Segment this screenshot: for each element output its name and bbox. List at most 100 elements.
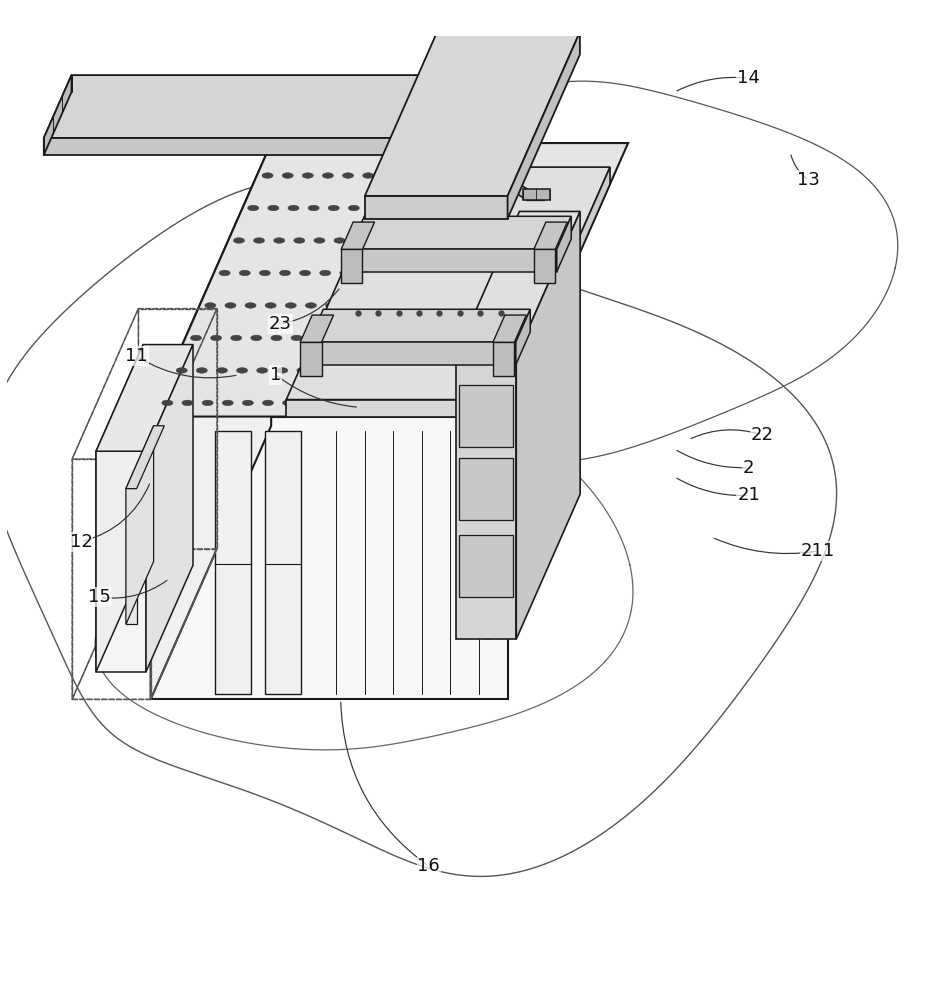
Ellipse shape: [363, 400, 375, 406]
Ellipse shape: [239, 270, 250, 276]
Ellipse shape: [386, 303, 397, 308]
Ellipse shape: [268, 205, 279, 211]
Polygon shape: [365, 196, 507, 219]
Polygon shape: [309, 309, 531, 342]
Ellipse shape: [176, 368, 187, 373]
Polygon shape: [126, 489, 136, 624]
Ellipse shape: [331, 335, 343, 341]
Ellipse shape: [253, 238, 264, 243]
Polygon shape: [264, 431, 300, 694]
Polygon shape: [151, 417, 507, 699]
Text: 16: 16: [418, 857, 440, 875]
Polygon shape: [44, 138, 526, 155]
Ellipse shape: [375, 238, 385, 243]
Polygon shape: [44, 75, 553, 138]
Text: 12: 12: [70, 533, 92, 551]
Ellipse shape: [271, 335, 282, 341]
Ellipse shape: [274, 238, 285, 243]
Ellipse shape: [262, 173, 273, 178]
Text: 22: 22: [751, 426, 774, 444]
Ellipse shape: [380, 270, 391, 276]
Ellipse shape: [383, 173, 394, 178]
Ellipse shape: [443, 173, 455, 178]
Polygon shape: [44, 75, 72, 155]
Ellipse shape: [205, 303, 215, 308]
Ellipse shape: [302, 173, 313, 178]
Ellipse shape: [463, 173, 474, 178]
Ellipse shape: [247, 205, 259, 211]
Ellipse shape: [406, 303, 417, 308]
Ellipse shape: [423, 173, 434, 178]
Ellipse shape: [288, 205, 299, 211]
Ellipse shape: [282, 173, 294, 178]
Polygon shape: [365, 32, 580, 196]
Polygon shape: [517, 211, 581, 639]
Ellipse shape: [323, 400, 334, 406]
Ellipse shape: [403, 173, 414, 178]
Ellipse shape: [343, 400, 354, 406]
Polygon shape: [461, 158, 545, 200]
Ellipse shape: [408, 205, 420, 211]
Polygon shape: [286, 400, 507, 417]
Ellipse shape: [354, 238, 365, 243]
Ellipse shape: [362, 173, 374, 178]
Ellipse shape: [282, 400, 294, 406]
Text: 13: 13: [797, 171, 821, 189]
Ellipse shape: [320, 270, 331, 276]
Polygon shape: [300, 315, 333, 342]
Ellipse shape: [257, 368, 268, 373]
Ellipse shape: [358, 368, 368, 373]
Polygon shape: [146, 345, 193, 672]
Ellipse shape: [394, 238, 406, 243]
Polygon shape: [350, 216, 571, 249]
Polygon shape: [507, 167, 610, 417]
Ellipse shape: [366, 303, 376, 308]
Polygon shape: [534, 249, 555, 283]
Polygon shape: [523, 189, 550, 200]
Ellipse shape: [369, 205, 379, 211]
Ellipse shape: [377, 368, 389, 373]
Ellipse shape: [182, 400, 193, 406]
Polygon shape: [341, 222, 375, 249]
Ellipse shape: [421, 270, 431, 276]
Ellipse shape: [242, 400, 253, 406]
Ellipse shape: [219, 270, 231, 276]
Polygon shape: [341, 249, 362, 283]
Polygon shape: [516, 309, 531, 365]
Polygon shape: [151, 143, 271, 699]
Ellipse shape: [299, 270, 311, 276]
Ellipse shape: [231, 335, 242, 341]
Ellipse shape: [317, 368, 328, 373]
Text: 2: 2: [742, 459, 755, 477]
Ellipse shape: [236, 368, 247, 373]
Ellipse shape: [263, 400, 274, 406]
Ellipse shape: [345, 303, 357, 308]
Ellipse shape: [414, 238, 425, 243]
Polygon shape: [459, 535, 513, 597]
Ellipse shape: [323, 173, 333, 178]
Text: 11: 11: [125, 347, 148, 365]
Ellipse shape: [245, 303, 256, 308]
Polygon shape: [126, 426, 153, 624]
Ellipse shape: [216, 368, 228, 373]
Ellipse shape: [343, 173, 354, 178]
Polygon shape: [459, 458, 513, 520]
Polygon shape: [455, 356, 517, 639]
Ellipse shape: [391, 335, 403, 341]
Ellipse shape: [334, 238, 345, 243]
Ellipse shape: [296, 368, 308, 373]
Polygon shape: [507, 32, 580, 219]
Ellipse shape: [348, 205, 359, 211]
Text: 211: 211: [801, 542, 836, 560]
Polygon shape: [96, 451, 146, 672]
Ellipse shape: [340, 270, 351, 276]
Polygon shape: [350, 249, 557, 272]
Ellipse shape: [277, 368, 288, 373]
Ellipse shape: [260, 270, 270, 276]
Polygon shape: [534, 222, 567, 249]
Ellipse shape: [308, 205, 319, 211]
Polygon shape: [215, 431, 250, 694]
Polygon shape: [557, 216, 571, 272]
Ellipse shape: [311, 335, 322, 341]
Text: 1: 1: [270, 366, 281, 384]
